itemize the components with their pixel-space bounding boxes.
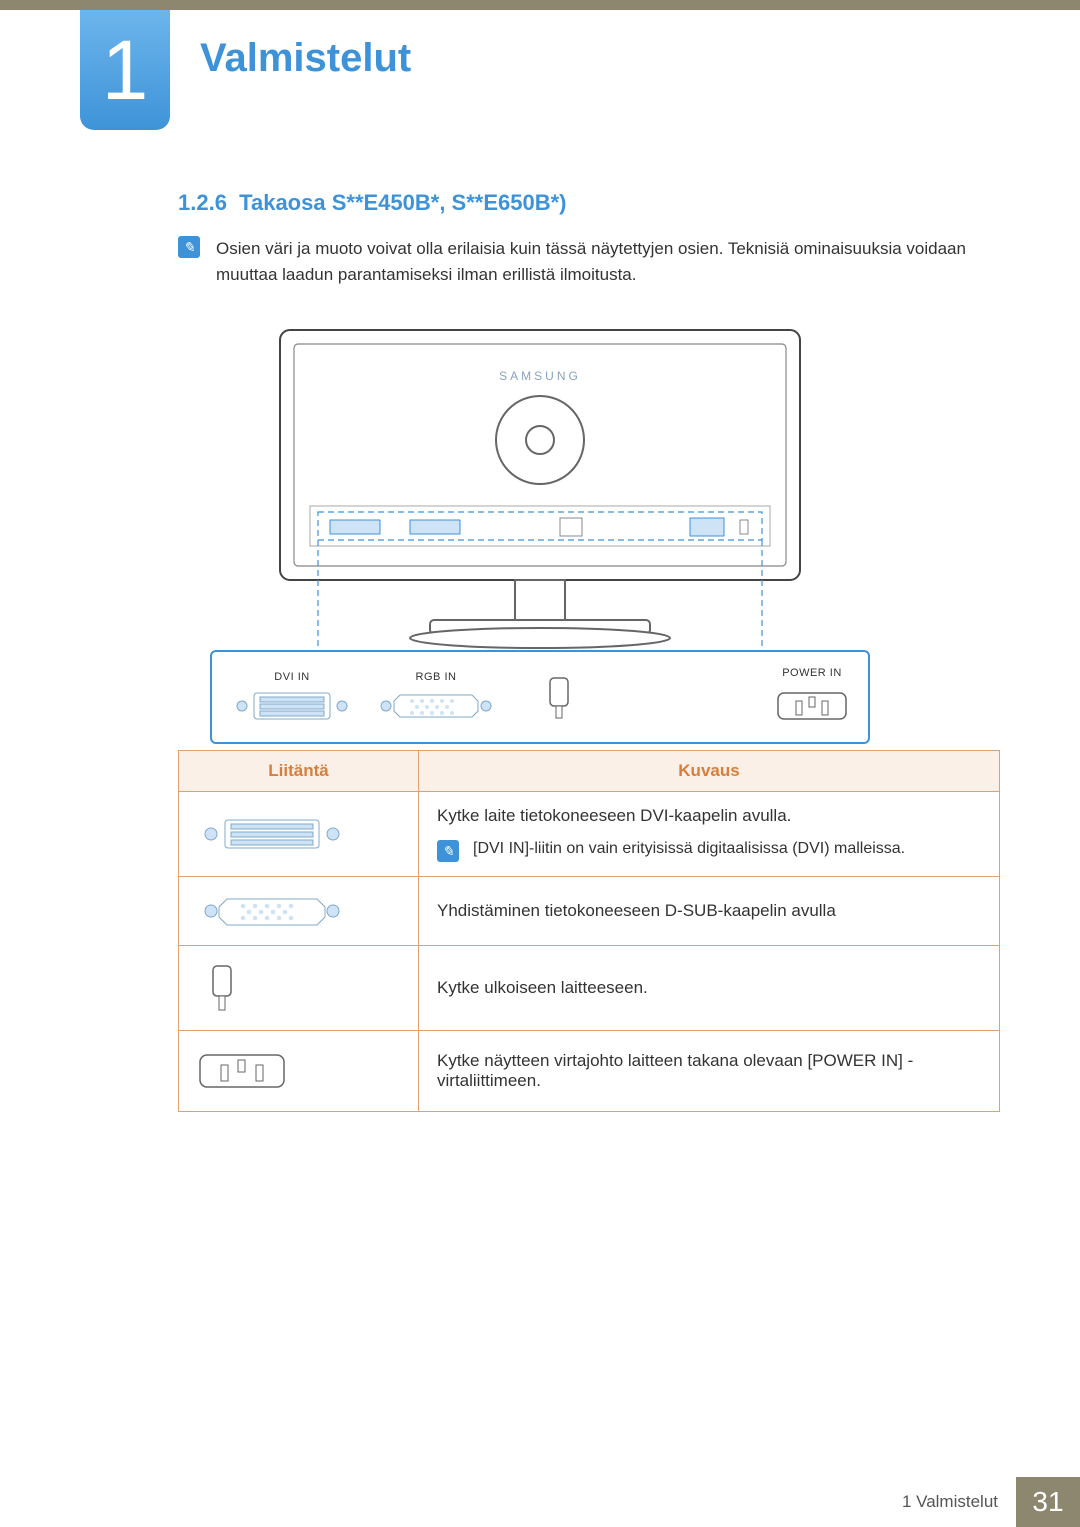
cell-rgb-desc: Yhdistäminen tietokoneeseen D-SUB-kaapel… [419, 877, 1000, 946]
cell-dvi-icon [179, 792, 419, 877]
port-rgb: RGB IN [376, 671, 496, 723]
footer: 1 Valmistelut 31 [0, 1477, 1080, 1527]
monitor-back-svg: SAMSUNG [260, 320, 820, 650]
table-row: Kytke laite tietokoneeseen DVI-kaapelin … [179, 792, 1000, 877]
th-desc: Kuvaus [419, 751, 1000, 792]
cell-lock-desc: Kytke ulkoiseen laitteeseen. [419, 946, 1000, 1031]
footer-label: 1 Valmistelut [884, 1477, 1016, 1527]
intro-note-text: Osien väri ja muoto voivat olla erilaisi… [216, 236, 1000, 289]
cell-power-desc: Kytke näytteen virtajohto laitteen takan… [419, 1031, 1000, 1112]
power-in-icon [197, 1045, 287, 1097]
table-row: Kytke ulkoiseen laitteeseen. [179, 946, 1000, 1031]
dvi-icon [197, 814, 347, 854]
monitor-diagram: SAMSUNG DVI IN [200, 320, 880, 744]
port-dvi-label: DVI IN [274, 671, 309, 683]
port-panel: DVI IN RGB IN [210, 650, 870, 744]
section-title: Takaosa S**E450B*, S**E650B*) [239, 190, 566, 215]
section-heading: 1.2.6 Takaosa S**E450B*, S**E650B*) [178, 190, 567, 216]
table-row: Yhdistäminen tietokoneeseen D-SUB-kaapel… [179, 877, 1000, 946]
footer-page: 31 [1016, 1477, 1080, 1527]
section-number: 1.2.6 [178, 190, 227, 215]
th-port: Liitäntä [179, 751, 419, 792]
chapter-badge: 1 [80, 10, 170, 130]
brand-text: SAMSUNG [499, 369, 581, 383]
cell-dvi-desc: Kytke laite tietokoneeseen DVI-kaapelin … [419, 792, 1000, 877]
port-dvi: DVI IN [232, 671, 352, 723]
page: 1 Valmistelut 1.2.6 Takaosa S**E450B*, S… [0, 0, 1080, 1527]
info-icon: ✎ [437, 840, 459, 862]
kensington-icon [197, 960, 247, 1016]
intro-note: ✎ Osien väri ja muoto voivat olla erilai… [178, 236, 1000, 289]
port-power: POWER IN [776, 667, 848, 727]
cell-lock-icon [179, 946, 419, 1031]
vga-icon [376, 689, 496, 723]
port-power-label: POWER IN [782, 667, 842, 679]
power-in-icon [776, 685, 848, 727]
info-icon: ✎ [178, 236, 200, 258]
chapter-title: Valmistelut [200, 36, 411, 81]
port-lock [536, 672, 582, 722]
cell-power-icon [179, 1031, 419, 1112]
row-desc: Kytke laite tietokoneeseen DVI-kaapelin … [437, 806, 981, 826]
table-row: Kytke näytteen virtajohto laitteen takan… [179, 1031, 1000, 1112]
dvi-icon [232, 689, 352, 723]
cell-rgb-icon [179, 877, 419, 946]
vga-icon [197, 891, 347, 931]
connector-table: Liitäntä Kuvaus Kytke laite t [178, 750, 1000, 1112]
row-note-text: [DVI IN]-liitin on vain erityisissä digi… [473, 840, 905, 858]
row-note: ✎ [DVI IN]-liitin on vain erityisissä di… [437, 840, 981, 862]
chapter-number: 1 [102, 23, 149, 117]
port-rgb-label: RGB IN [416, 671, 457, 683]
top-bar [0, 0, 1080, 10]
kensington-icon [536, 672, 582, 722]
